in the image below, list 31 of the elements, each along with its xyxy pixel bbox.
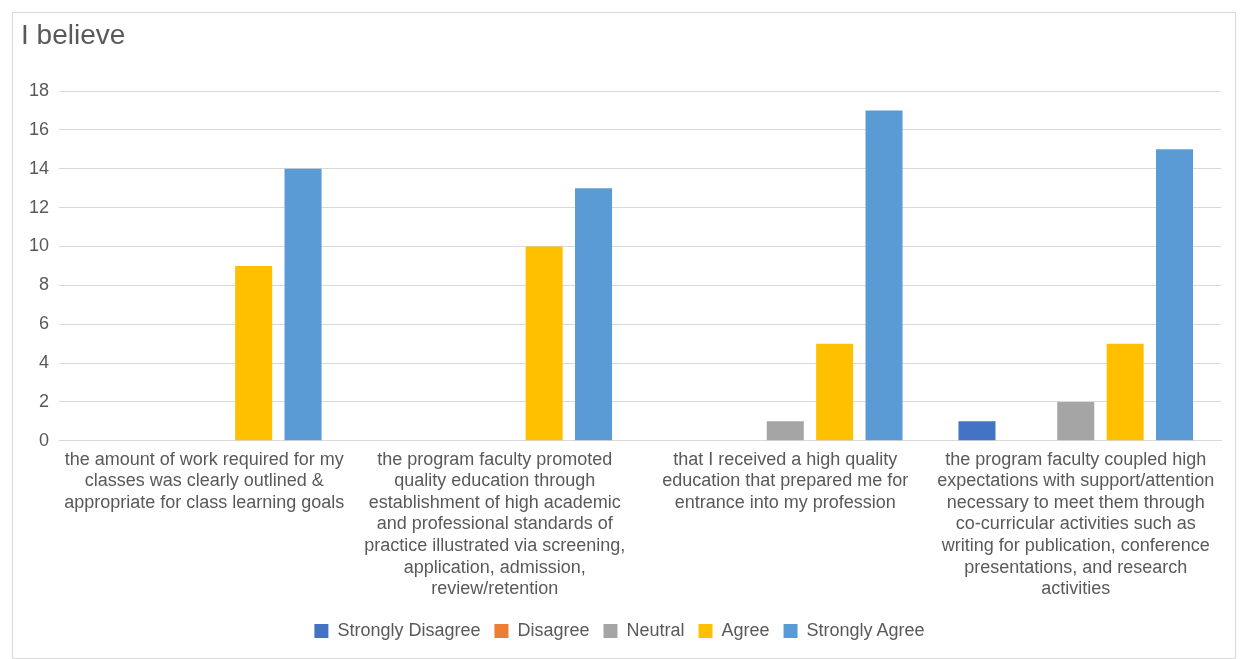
y-tick-label: 2 — [39, 390, 50, 411]
bar — [575, 188, 613, 441]
legend-label: Strongly Agree — [806, 619, 925, 640]
bar — [235, 265, 273, 441]
y-tick-label: 12 — [28, 196, 50, 217]
y-tick-label: 14 — [28, 157, 50, 178]
legend-label: Neutral — [626, 619, 685, 640]
bar — [816, 343, 854, 441]
chart-title: I believe — [21, 19, 126, 51]
bar — [865, 110, 903, 441]
bar — [1057, 401, 1095, 441]
x-tick-label: the program faculty promoted quality education through establishment of high academic and professional standards of practice illustrated via screening, application, admission, review/retention — [364, 448, 626, 599]
y-tick-label: 0 — [39, 429, 50, 450]
x-tick-label: the program faculty coupled high expectations with support/attention necessary to meet them through co-curricular activities such as writing for publication, conference presentations, and research activities — [937, 448, 1215, 599]
bar — [766, 421, 804, 441]
x-tick-label: the amount of work required for my classes was clearly outlined & appropriate for class learning goals — [64, 448, 345, 512]
y-tick-label: 18 — [28, 79, 50, 100]
bar — [958, 421, 996, 441]
y-tick-label: 10 — [28, 235, 50, 256]
y-tick-label: 16 — [28, 118, 50, 139]
x-tick-label: that I received a high quality education that prepared me for entrance into my profession — [662, 448, 909, 512]
legend-label: Strongly Disagree — [337, 619, 481, 640]
y-tick-label: 8 — [39, 274, 50, 295]
bar — [1106, 343, 1144, 441]
legend-label: Agree — [721, 619, 770, 640]
bar — [1156, 149, 1194, 441]
bar — [525, 246, 563, 441]
legend-label: Disagree — [517, 619, 590, 640]
y-tick-label: 6 — [39, 313, 50, 334]
y-tick-label: 4 — [39, 352, 50, 373]
bar — [284, 168, 322, 441]
